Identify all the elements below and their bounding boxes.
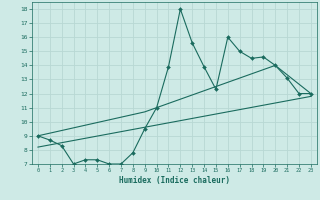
X-axis label: Humidex (Indice chaleur): Humidex (Indice chaleur) xyxy=(119,176,230,185)
